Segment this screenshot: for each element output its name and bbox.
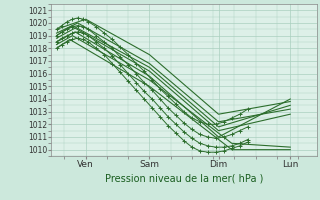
X-axis label: Pression niveau de la mer( hPa ): Pression niveau de la mer( hPa ): [105, 173, 263, 183]
